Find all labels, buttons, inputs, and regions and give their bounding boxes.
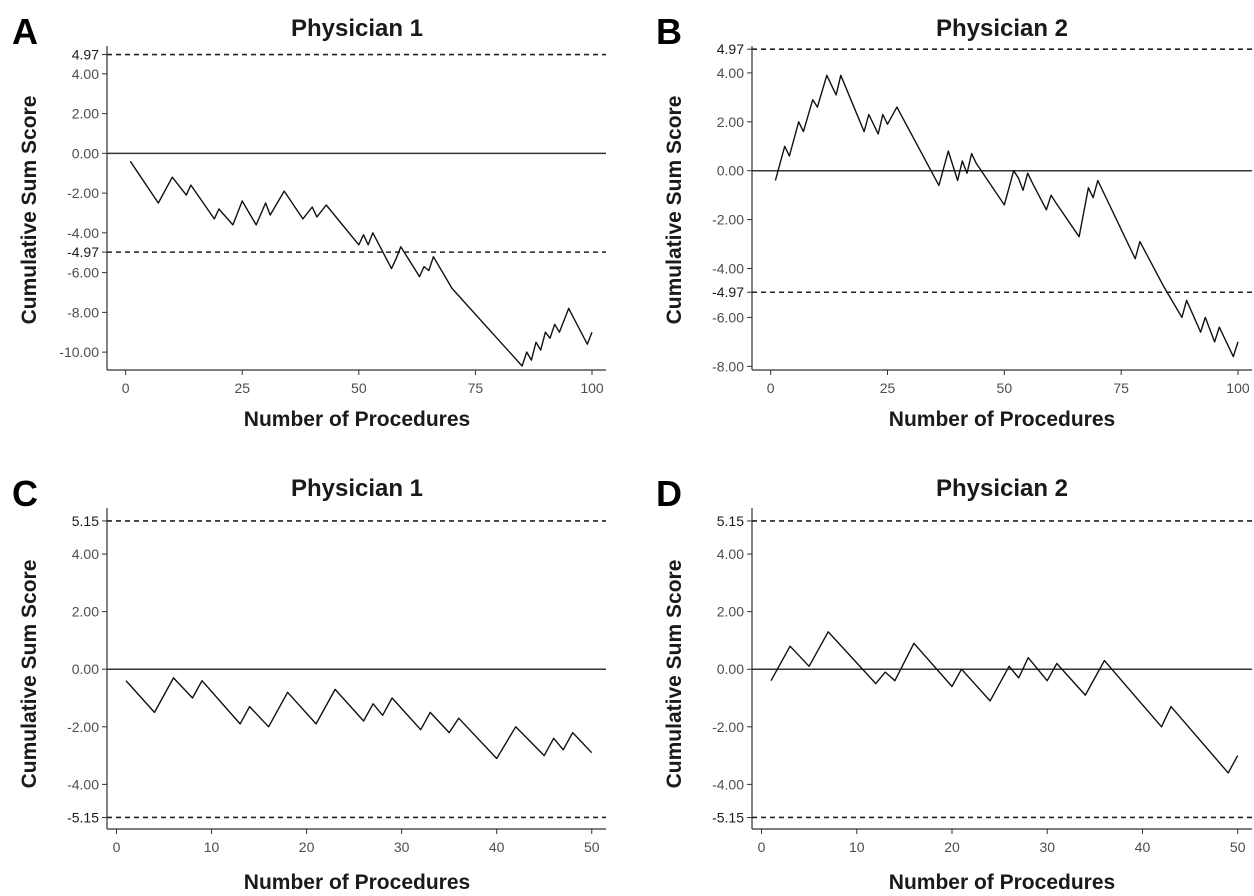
x-tick-label: 10 [849,839,865,855]
x-tick-label: 10 [204,839,220,855]
x-axis-label-b: Number of Procedures [889,408,1115,431]
cusum-series-line-b [774,74,1239,358]
x-tick-label: 50 [1230,839,1246,855]
y-tick-label: 2.00 [717,604,744,620]
plot-b: 4.00 2.00 0.00 -2.00 -4.00 -6.00 -8.00 0 25 50 75 1… [712,41,1252,396]
y-tick-label: 4.00 [717,65,744,81]
y-tick-label: 2.00 [72,604,99,620]
x-tick-label: 30 [394,839,410,855]
y-tick-label: -4.00 [712,776,744,792]
y-tick-label: -2.00 [67,719,99,735]
panel-letter-a: A [12,11,38,52]
plot-c: 4.00 2.00 0.00 -2.00 -4.00 0 10 20 30 40 50 5.15 -5.… [67,508,606,855]
x-tick-label: 50 [997,380,1013,396]
y-axis-label-d: Cumulative Sum Score [663,560,686,789]
y-axis-label-b: Cumulative Sum Score [663,96,686,325]
x-tick-label: 20 [944,839,960,855]
x-axis-label-d: Number of Procedures [889,871,1115,894]
y-tick-label: -10.00 [59,344,99,360]
y-tick-label: 0.00 [717,661,744,677]
panel-b: B Physician 2 Cumulative Sum Score Numbe… [656,11,1252,431]
cusum-series-line-a [129,160,593,367]
cusum-series-line-d [770,631,1239,774]
y-tick-label: 0.00 [72,145,99,161]
x-tick-label: 0 [113,839,121,855]
lower-control-limit-label: -4.97 [712,284,744,300]
y-tick-label: 2.00 [717,114,744,130]
x-axis-label-c: Number of Procedures [244,871,470,894]
plot-d: 4.00 2.00 0.00 -2.00 -4.00 0 10 20 30 40 50 5.15 -5.… [712,508,1252,855]
cusum-series-line-c [125,677,593,760]
y-tick-label: -8.00 [67,304,99,320]
y-tick-label: -6.00 [712,309,744,325]
y-tick-label: 4.00 [72,546,99,562]
plot-a: 4.00 2.00 0.00 -2.00 -4.00 -6.00 -8.00 -10.00 0 2… [59,46,606,396]
y-tick-label: -4.00 [67,776,99,792]
x-axis-label-a: Number of Procedures [244,408,470,431]
x-tick-label: 25 [234,380,250,396]
y-axis-label-c: Cumulative Sum Score [18,560,41,789]
upper-control-limit-label: 4.97 [72,47,99,63]
y-tick-label: 4.00 [72,66,99,82]
y-tick-label: -6.00 [67,265,99,281]
x-tick-label: 75 [1113,380,1129,396]
y-tick-label: -4.00 [67,225,99,241]
x-tick-label: 75 [468,380,484,396]
x-tick-label: 25 [880,380,896,396]
y-tick-label: 4.00 [717,546,744,562]
x-tick-label: 20 [299,839,315,855]
y-tick-label: 0.00 [717,163,744,179]
lower-control-limit-label: -5.15 [67,809,99,825]
upper-control-limit-label: 5.15 [717,513,744,529]
panel-letter-c: C [12,473,38,514]
x-tick-label: 30 [1039,839,1055,855]
panel-a: A Physician 1 Cumulative Sum Score Numbe… [12,11,606,431]
y-tick-label: -8.00 [712,358,744,374]
x-tick-label: 0 [767,380,775,396]
panel-title-c: Physician 1 [291,475,423,502]
upper-control-limit-label: 5.15 [72,513,99,529]
lower-control-limit-label: -4.97 [67,244,99,260]
x-tick-label: 100 [580,380,604,396]
panel-letter-b: B [656,11,682,52]
upper-control-limit-label: 4.97 [717,41,744,57]
y-axis-label-a: Cumulative Sum Score [18,96,41,325]
panel-title-b: Physician 2 [936,15,1068,42]
panel-title-d: Physician 2 [936,475,1068,502]
y-tick-label: -2.00 [712,719,744,735]
lower-control-limit-label: -5.15 [712,809,744,825]
x-tick-label: 40 [1135,839,1151,855]
y-tick-label: -4.00 [712,261,744,277]
y-tick-label: -2.00 [712,212,744,228]
y-tick-label: 0.00 [72,661,99,677]
panel-letter-d: D [656,473,682,514]
panel-title-a: Physician 1 [291,15,423,42]
x-tick-label: 0 [122,380,130,396]
x-tick-label: 50 [351,380,367,396]
x-tick-label: 0 [758,839,766,855]
x-tick-label: 50 [584,839,600,855]
panel-c: C Physician 1 Cumulative Sum Score Numbe… [12,473,606,894]
x-tick-label: 100 [1226,380,1250,396]
y-tick-label: -2.00 [67,185,99,201]
panel-d: D Physician 2 Cumulative Sum Score Numbe… [656,473,1252,894]
y-tick-label: 2.00 [72,106,99,122]
x-tick-label: 40 [489,839,505,855]
